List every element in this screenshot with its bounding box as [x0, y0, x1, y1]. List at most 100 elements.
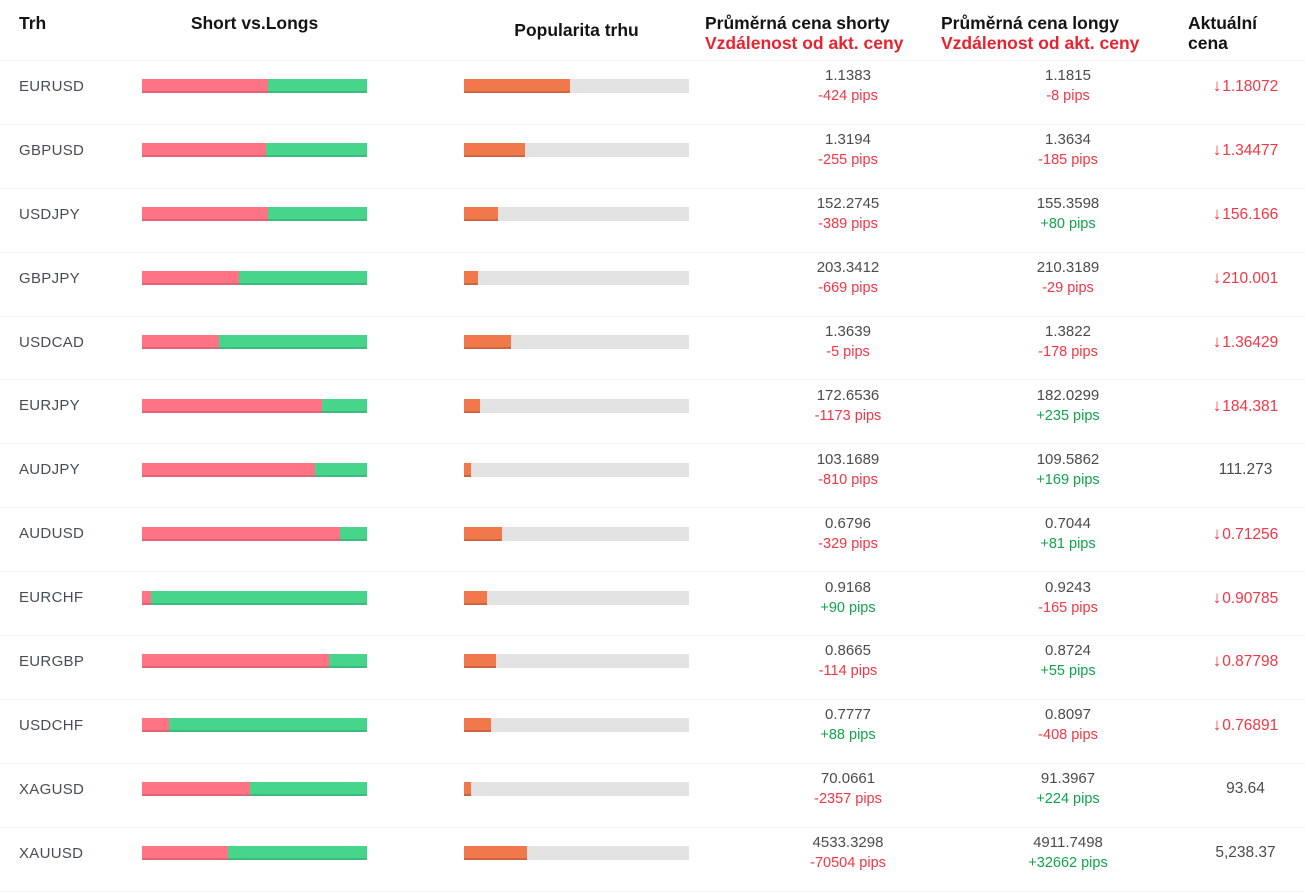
avg-long-cell: 91.3967 +224 pips [941, 768, 1184, 810]
short-price: 152.2745 [816, 195, 880, 213]
long-price: 155.3598 [1036, 195, 1100, 213]
long-segment [250, 782, 367, 797]
table-row[interactable]: XAGUSD 70.0661 -2357 pips 91.3967 +224 p… [0, 764, 1305, 828]
table-row[interactable]: EURUSD 1.1383 -424 pips 1.1815 -8 pips ↓… [0, 61, 1305, 125]
popularity-fill [464, 398, 480, 413]
table-row[interactable]: GBPUSD 1.3194 -255 pips 1.3634 -185 pips… [0, 125, 1305, 189]
long-segment [218, 335, 367, 349]
short-pips: -329 pips [818, 535, 878, 552]
table-header: Trh Short vs.Longs Popularita trhu Průmě… [0, 0, 1305, 61]
popularity-fill [464, 654, 496, 669]
header-avg-long-sub: Vzdálenost od akt. ceny [941, 33, 1140, 53]
short-vs-long-cell [142, 526, 367, 541]
popularity-bar [464, 526, 689, 541]
short-segment [142, 207, 268, 222]
short-pips: -2357 pips [814, 791, 882, 808]
table-row[interactable]: EURJPY 172.6536 -1173 pips 182.0299 +235… [0, 380, 1305, 445]
current-price-value: 1.18072 [1222, 78, 1279, 96]
avg-short-cell: 0.9168 +90 pips [689, 577, 941, 619]
long-pips: -178 pips [1038, 344, 1098, 360]
popularity-fill [464, 782, 471, 797]
avg-short-cell: 0.6796 -329 pips [689, 513, 941, 555]
long-price: 0.8097 [1045, 706, 1091, 724]
long-segment [238, 271, 367, 286]
short-vs-long-cell [142, 335, 367, 349]
table-row[interactable]: XAUUSD 4533.3298 -70504 pips 4911.7498 +… [0, 828, 1305, 892]
short-price: 0.8665 [825, 642, 871, 660]
long-segment [169, 718, 367, 733]
long-pips: -185 pips [1038, 152, 1098, 169]
popularity-cell [464, 526, 689, 541]
market-label: GBPJPY [19, 269, 80, 287]
popularity-fill [464, 590, 487, 605]
long-price: 1.3634 [1045, 131, 1091, 149]
short-price: 0.7777 [825, 706, 871, 724]
avg-short-cell: 103.1689 -810 pips [689, 449, 941, 491]
table-row[interactable]: AUDJPY 103.1689 -810 pips 109.5862 +169 … [0, 444, 1305, 509]
current-price: ↓1.36429 [1184, 332, 1305, 352]
popularity-cell [464, 271, 689, 286]
current-price: 5,238.37 [1184, 844, 1305, 862]
down-arrow-icon: ↓ [1212, 76, 1222, 96]
short-price: 70.0661 [820, 770, 876, 788]
header-current-line2: cena [1188, 33, 1228, 53]
short-vs-long-cell [142, 207, 367, 222]
table-row[interactable]: EURGBP 0.8665 -114 pips 0.8724 +55 pips … [0, 636, 1305, 700]
current-price: ↓0.87798 [1184, 651, 1305, 671]
short-pips: +88 pips [820, 727, 876, 744]
short-vs-long-bar [142, 462, 367, 477]
table-row[interactable]: USDCAD 1.3639 -5 pips 1.3822 -178 pips ↓… [0, 317, 1305, 381]
current-price: ↓1.18072 [1184, 76, 1305, 96]
header-avg-short: Průměrná cena shorty Vzdálenost od akt. … [689, 0, 941, 60]
long-price: 0.8724 [1045, 642, 1091, 660]
avg-short-cell: 203.3412 -669 pips [689, 257, 941, 299]
down-arrow-icon: ↓ [1212, 140, 1222, 160]
short-segment [142, 718, 169, 733]
short-segment [142, 654, 329, 669]
market-label: USDJPY [19, 205, 80, 223]
short-segment [142, 526, 340, 541]
short-vs-long-cell [142, 271, 367, 286]
current-price-value: 0.87798 [1222, 653, 1279, 671]
down-arrow-icon: ↓ [1212, 715, 1222, 735]
popularity-bar [464, 654, 689, 669]
popularity-fill [464, 718, 491, 733]
market-label: GBPUSD [19, 141, 85, 159]
long-price: 1.3822 [1045, 323, 1091, 340]
long-price: 109.5862 [1036, 450, 1100, 468]
table-row[interactable]: USDCHF 0.7777 +88 pips 0.8097 -408 pips … [0, 700, 1305, 764]
short-vs-long-bar [142, 398, 367, 413]
short-price: 172.6536 [816, 386, 880, 404]
long-price: 0.7044 [1045, 514, 1091, 532]
popularity-cell [464, 398, 689, 413]
short-segment [142, 782, 250, 797]
header-avg-short-title: Průměrná cena shorty [705, 13, 890, 33]
short-price: 0.6796 [825, 514, 871, 532]
market-label: EURGBP [19, 652, 85, 670]
short-pips: +90 pips [820, 599, 876, 616]
avg-long-cell: 0.7044 +81 pips [941, 513, 1184, 555]
popularity-bar [464, 271, 689, 286]
table-row[interactable]: AUDUSD 0.6796 -329 pips 0.7044 +81 pips … [0, 508, 1305, 573]
popularity-cell [464, 207, 689, 222]
short-vs-long-bar [142, 143, 367, 158]
current-price-value: 93.64 [1226, 780, 1265, 798]
short-segment [142, 846, 228, 861]
short-segment [142, 398, 322, 413]
table-row[interactable]: GBPJPY 203.3412 -669 pips 210.3189 -29 p… [0, 253, 1305, 317]
short-vs-long-cell [142, 590, 367, 605]
market-label: AUDUSD [19, 525, 85, 543]
table-row[interactable]: EURCHF 0.9168 +90 pips 0.9243 -165 pips … [0, 572, 1305, 637]
short-pips: -424 pips [818, 88, 878, 105]
avg-long-cell: 1.3822 -178 pips [941, 321, 1184, 363]
current-price-value: 210.001 [1222, 270, 1279, 288]
popularity-bar [464, 846, 689, 861]
market-label: EURCHF [19, 589, 84, 607]
short-vs-long-cell [142, 79, 367, 94]
current-price-value: 0.71256 [1222, 525, 1279, 543]
current-price-value: 1.36429 [1222, 334, 1279, 351]
short-pips: -1173 pips [814, 407, 882, 424]
short-vs-long-bar [142, 335, 367, 349]
table-row[interactable]: USDJPY 152.2745 -389 pips 155.3598 +80 p… [0, 189, 1305, 253]
short-vs-long-bar [142, 590, 367, 605]
